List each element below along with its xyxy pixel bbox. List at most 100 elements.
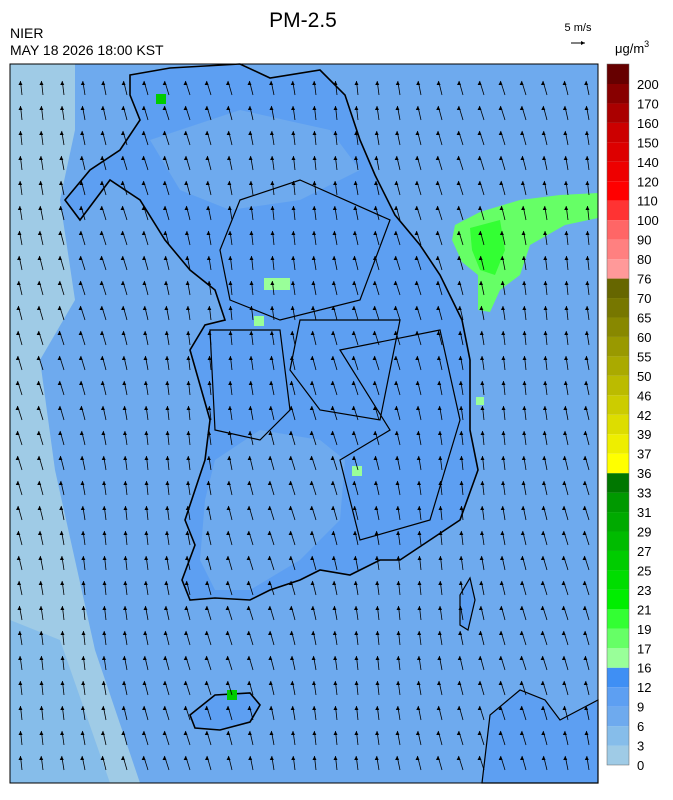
wind-arrowhead	[185, 306, 190, 310]
wind-arrowhead	[498, 656, 503, 660]
wind-arrowhead	[205, 156, 210, 160]
wind-arrowhead	[585, 256, 590, 260]
wind-arrowhead	[144, 506, 149, 510]
wind-arrowhead	[564, 231, 569, 235]
wind-arrowhead	[331, 506, 336, 510]
wind-arrowhead	[435, 181, 440, 185]
wind-arrowhead	[183, 106, 188, 110]
wind-arrowhead	[415, 356, 420, 360]
wind-arrowhead	[541, 531, 546, 535]
wind-arrowhead	[583, 656, 588, 660]
wind-arrowhead	[585, 306, 590, 310]
wind-arrowhead	[564, 281, 569, 285]
wind-arrowhead	[60, 606, 65, 610]
wind-arrowhead	[479, 306, 484, 310]
wind-arrowhead	[542, 406, 547, 410]
wind-arrowhead	[395, 131, 400, 135]
colorbar-label: 29	[637, 525, 651, 540]
wind-arrowhead	[57, 281, 62, 285]
wind-arrowhead	[583, 406, 588, 410]
wind-arrowhead	[540, 631, 545, 635]
wind-arrowhead	[185, 531, 190, 535]
wind-arrowhead	[18, 106, 23, 110]
wind-arrowhead	[372, 306, 377, 310]
wind-arrowhead	[164, 356, 169, 360]
colorbar-label: 140	[637, 155, 659, 170]
wind-arrowhead	[39, 106, 44, 110]
wind-arrowhead	[351, 381, 356, 385]
wind-arrowhead	[204, 631, 209, 635]
wind-arrowhead	[310, 581, 315, 585]
wind-arrowhead	[185, 506, 190, 510]
wind-arrowhead	[393, 356, 398, 360]
wind-arrowhead	[102, 581, 107, 585]
wind-arrowhead	[141, 731, 146, 735]
wind-arrowhead	[36, 431, 41, 435]
wind-arrowhead	[99, 231, 104, 235]
wind-arrowhead	[354, 706, 359, 710]
wind-arrowhead	[225, 556, 230, 560]
wind-arrowhead	[141, 206, 146, 210]
wind-arrowhead	[16, 281, 21, 285]
wind-arrowhead	[38, 181, 43, 185]
wind-arrowhead	[352, 231, 357, 235]
colorbar-segment	[607, 317, 629, 337]
wind-arrowhead	[375, 681, 380, 685]
wind-arrowhead	[121, 706, 126, 710]
wind-arrowhead	[333, 81, 338, 85]
wind-arrowhead	[414, 181, 419, 185]
wind-arrowhead	[564, 256, 569, 260]
wind-arrowhead	[414, 206, 419, 210]
wind-arrowhead	[375, 81, 380, 85]
colorbar-segment	[607, 181, 629, 201]
wind-arrowhead	[354, 81, 359, 85]
wind-arrowhead	[583, 456, 588, 460]
wind-arrowhead	[543, 381, 548, 385]
colorbar-label: 90	[637, 233, 651, 248]
colorbar-label: 39	[637, 427, 651, 442]
wind-arrowhead	[162, 206, 167, 210]
wind-arrowhead	[225, 606, 230, 610]
wind-vectors	[15, 80, 590, 771]
wind-arrowhead	[101, 706, 106, 710]
wind-arrowhead	[246, 506, 251, 510]
wind-arrowhead	[519, 681, 524, 685]
wind-arrowhead	[498, 706, 503, 710]
wind-arrowhead	[561, 656, 566, 660]
wind-arrowhead	[374, 531, 379, 535]
wind-arrowhead	[584, 331, 589, 335]
wind-arrowhead	[561, 631, 566, 635]
colorbar-segment	[607, 687, 629, 707]
wind-arrowhead	[312, 106, 317, 110]
wind-arrowhead	[228, 381, 233, 385]
wind-arrowhead	[354, 756, 359, 760]
wind-arrowhead	[373, 206, 378, 210]
colorbar-label: 23	[637, 583, 651, 598]
wind-arrowhead	[291, 206, 296, 210]
wind-arrowhead	[459, 506, 464, 510]
wind-arrowhead	[436, 731, 441, 735]
wind-arrowhead	[563, 381, 568, 385]
colorbar-segment	[607, 628, 629, 649]
wind-arrowhead	[228, 231, 233, 235]
wind-arrowhead	[57, 256, 62, 260]
wind-arrowhead	[18, 756, 23, 760]
wind-arrowhead	[459, 531, 464, 535]
wind-arrowhead	[521, 456, 526, 460]
wind-arrowhead	[584, 706, 589, 710]
wind-arrowhead	[417, 631, 422, 635]
wind-arrowhead	[584, 756, 589, 760]
wind-arrowhead	[311, 256, 316, 260]
wind-arrowhead	[226, 731, 231, 735]
wind-arrowhead	[78, 356, 83, 360]
wind-arrowhead	[269, 706, 274, 710]
wind-arrowhead	[311, 681, 316, 685]
wind-arrowhead	[372, 256, 377, 260]
wind-arrowhead	[330, 356, 335, 360]
wind-arrowhead	[498, 106, 503, 110]
colorbar-segment	[607, 473, 629, 493]
wind-arrowhead	[561, 556, 566, 560]
colorbar-segment	[607, 648, 629, 668]
wind-arrowhead	[480, 481, 485, 485]
wind-arrowhead	[18, 656, 23, 660]
